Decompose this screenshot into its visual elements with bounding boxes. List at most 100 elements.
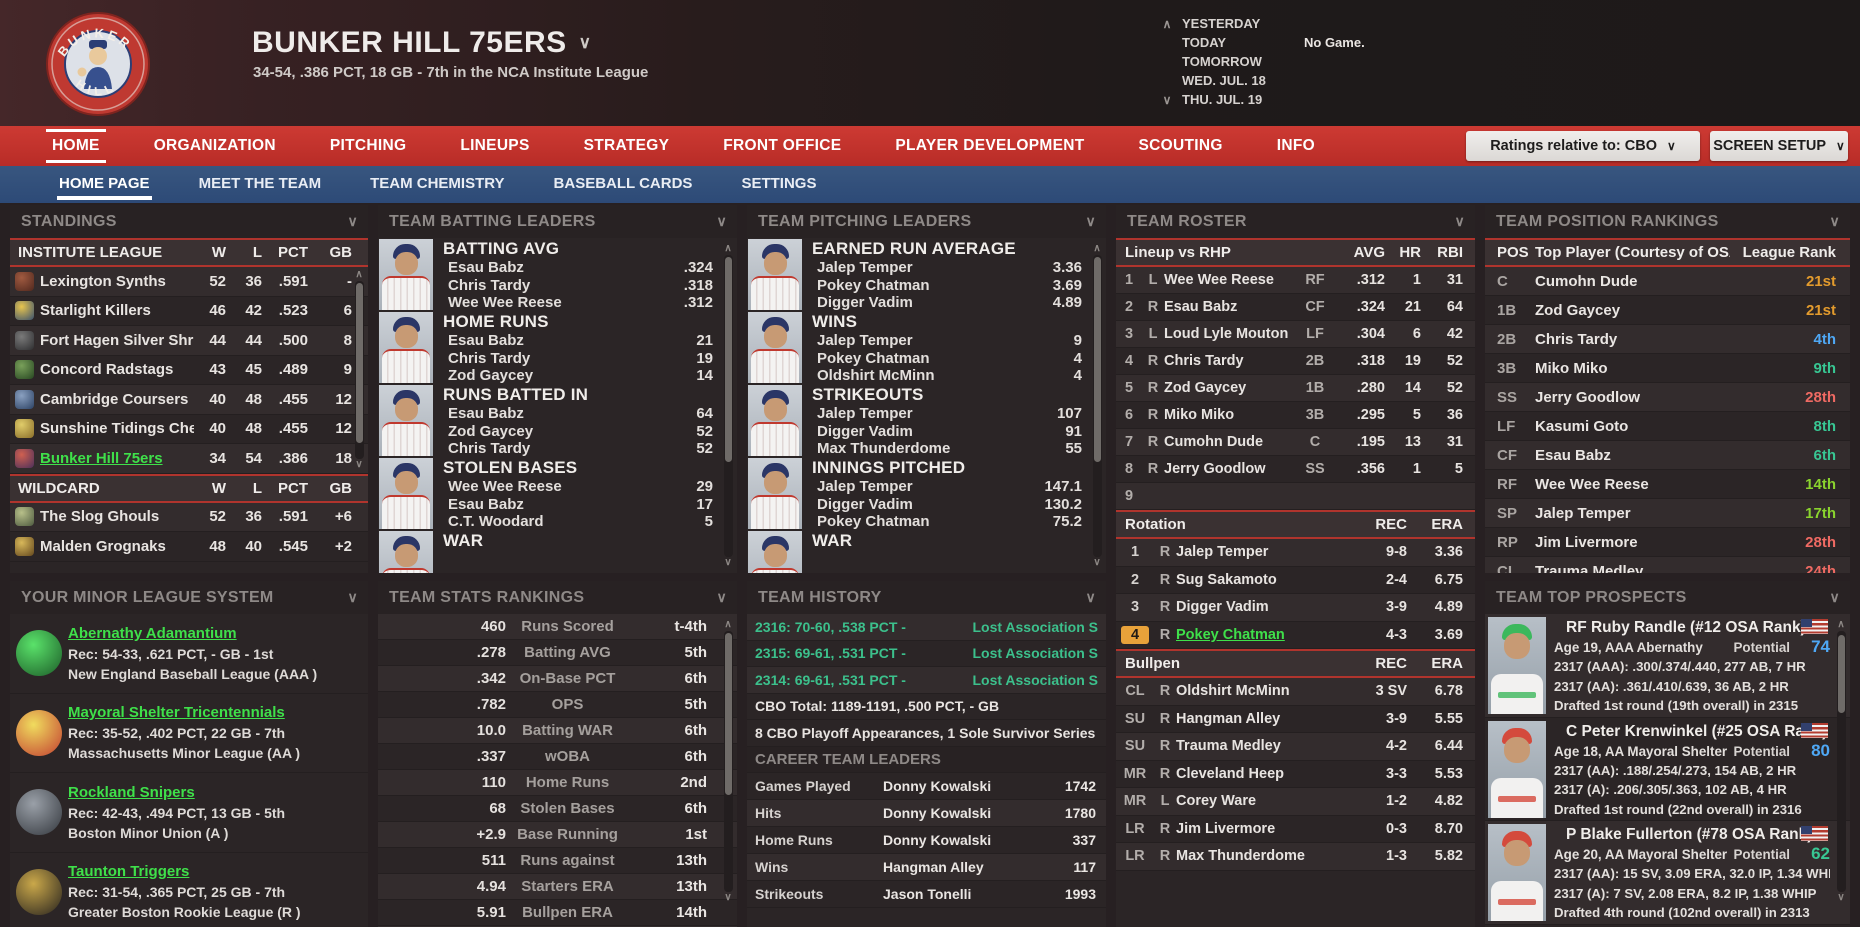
screen-setup-dropdown[interactable]: SCREEN SETUP ∨ xyxy=(1710,131,1848,161)
player-link[interactable]: Oldshirt McMinn xyxy=(1176,683,1290,700)
player-link[interactable]: Pokey Chatman xyxy=(817,349,930,367)
player-link[interactable]: Zod Gaycey xyxy=(448,422,534,440)
player-link[interactable]: Trauma Medley xyxy=(1176,738,1281,755)
player-link[interactable]: Wee Wee Reese xyxy=(448,478,562,495)
scrollbar[interactable]: ∧ ∨ xyxy=(722,619,734,904)
player-link[interactable]: Jerry Goodlow xyxy=(1164,461,1266,477)
prospect-title-link[interactable]: C Peter Krenwinkel (#25 OSA Rank) xyxy=(1566,722,1828,740)
player-link[interactable]: Chris Tardy xyxy=(1164,353,1244,369)
team-name-dropdown[interactable]: BUNKER HILL 75ERS ∨ xyxy=(252,26,591,60)
schedule-down-icon[interactable]: ∨ xyxy=(1162,92,1172,107)
schedule-up-icon[interactable]: ∧ xyxy=(1162,16,1172,31)
player-link[interactable]: Digger Vadim xyxy=(817,294,913,311)
player-link[interactable]: Donny Kowalski xyxy=(883,832,992,848)
subnav-tab[interactable]: BASEBALL CARDS xyxy=(553,175,693,192)
collapse-chevron-icon[interactable]: ∨ xyxy=(347,589,358,605)
player-link[interactable]: Hangman Alley xyxy=(883,859,984,875)
player-link[interactable]: Corey Ware xyxy=(1176,793,1257,810)
prospect-title-link[interactable]: P Blake Fullerton (#78 OSA Rank) xyxy=(1566,826,1813,843)
subnav-tab[interactable]: TEAM CHEMISTRY xyxy=(370,175,505,192)
nav-tab[interactable]: PLAYER DEVELOPMENT xyxy=(895,137,1085,154)
player-link[interactable]: Pokey Chatman xyxy=(817,513,930,530)
scrollbar[interactable]: ∧ ∨ xyxy=(353,269,365,471)
prospect-title-link[interactable]: RF Ruby Randle (#12 OSA Rank) xyxy=(1566,619,1806,636)
player-link[interactable]: Jim Livermore xyxy=(1176,820,1276,837)
minor-team-link[interactable]: Abernathy Adamantium xyxy=(68,624,237,642)
minor-team-link[interactable]: Taunton Triggers xyxy=(68,863,190,881)
scrollbar[interactable]: ∧ ∨ xyxy=(1091,243,1103,569)
subnav-tab[interactable]: HOME PAGE xyxy=(57,169,152,200)
nav-tab[interactable]: STRATEGY xyxy=(583,137,670,154)
player-link[interactable]: Esau Babz xyxy=(448,405,524,422)
team-link[interactable]: Lexington Synths xyxy=(40,272,166,290)
nav-tab[interactable]: SCOUTING xyxy=(1138,137,1223,154)
team-link[interactable]: Sunshine Tidings Chem xyxy=(40,420,194,438)
player-link[interactable]: Pokey Chatman xyxy=(1176,626,1285,643)
team-link[interactable]: Malden Grognaks xyxy=(40,537,166,555)
collapse-chevron-icon[interactable]: ∨ xyxy=(347,213,358,229)
team-link[interactable]: Concord Radstags xyxy=(40,361,174,379)
player-link[interactable]: Kasumi Goto xyxy=(1535,417,1629,435)
ratings-relative-dropdown[interactable]: Ratings relative to: CBO ∨ xyxy=(1466,131,1700,161)
player-link[interactable]: Jerry Goodlow xyxy=(1535,388,1641,406)
player-link[interactable]: Cleveland Heep xyxy=(1176,765,1284,782)
player-link[interactable]: Esau Babz xyxy=(448,259,524,276)
collapse-chevron-icon[interactable]: ∨ xyxy=(1085,589,1096,605)
player-link[interactable]: Zod Gaycey xyxy=(1535,301,1621,319)
player-link[interactable]: Pokey Chatman xyxy=(817,276,930,294)
player-link[interactable]: Esau Babz xyxy=(448,495,524,513)
team-link[interactable]: Starlight Killers xyxy=(40,302,151,320)
player-link[interactable]: Hangman Alley xyxy=(1176,710,1281,727)
player-link[interactable]: Jim Livermore xyxy=(1535,533,1638,551)
player-link[interactable]: Esau Babz xyxy=(1164,299,1238,315)
team-link[interactable]: Fort Hagen Silver Shrou xyxy=(40,331,194,349)
player-link[interactable]: Max Thunderdome xyxy=(1176,848,1305,865)
player-link[interactable]: Wee Wee Reese xyxy=(1535,475,1649,493)
player-link[interactable]: Jason Tonelli xyxy=(883,886,972,902)
player-link[interactable]: Esau Babz xyxy=(448,332,524,349)
collapse-chevron-icon[interactable]: ∨ xyxy=(1085,213,1096,229)
nav-tab[interactable]: ORGANIZATION xyxy=(153,137,276,154)
collapse-chevron-icon[interactable]: ∨ xyxy=(1454,213,1465,229)
player-link[interactable]: Oldshirt McMinn xyxy=(817,367,935,384)
player-link[interactable]: Loud Lyle Mouton xyxy=(1164,326,1289,342)
player-link[interactable]: Digger Vadim xyxy=(817,495,913,513)
player-link[interactable]: Cumohn Dude xyxy=(1535,272,1638,290)
scrollbar[interactable]: ∧ ∨ xyxy=(1835,619,1847,904)
nav-tab[interactable]: INFO xyxy=(1276,137,1315,154)
collapse-chevron-icon[interactable]: ∨ xyxy=(1829,589,1840,605)
player-link[interactable]: Esau Babz xyxy=(1535,446,1611,464)
player-link[interactable]: Chris Tardy xyxy=(1535,330,1618,348)
player-link[interactable]: Digger Vadim xyxy=(1176,599,1269,616)
player-link[interactable]: Cumohn Dude xyxy=(1164,434,1264,450)
player-link[interactable]: Max Thunderdome xyxy=(817,440,951,457)
player-link[interactable]: Jalep Temper xyxy=(817,332,913,349)
player-link[interactable]: Jalep Temper xyxy=(817,405,913,422)
collapse-chevron-icon[interactable]: ∨ xyxy=(1829,213,1840,229)
team-link[interactable]: The Slog Ghouls xyxy=(40,508,160,526)
player-link[interactable]: C.T. Woodard xyxy=(448,513,544,530)
player-link[interactable]: Zod Gaycey xyxy=(448,367,534,384)
player-link[interactable]: Miko Miko xyxy=(1164,407,1235,423)
nav-tab[interactable]: FRONT OFFICE xyxy=(723,137,842,154)
minor-team-link[interactable]: Rockland Snipers xyxy=(68,783,195,801)
subnav-tab[interactable]: MEET THE TEAM xyxy=(198,175,322,192)
nav-tab[interactable]: LINEUPS xyxy=(460,137,530,154)
minor-team-link[interactable]: Mayoral Shelter Tricentennials xyxy=(68,704,285,722)
team-link[interactable]: Bunker Hill 75ers xyxy=(40,449,163,467)
player-link[interactable]: Jalep Temper xyxy=(1535,504,1631,522)
player-link[interactable]: Trauma Medley xyxy=(1535,562,1644,574)
player-link[interactable]: Wee Wee Reese xyxy=(1164,272,1274,288)
subnav-tab[interactable]: SETTINGS xyxy=(741,175,817,192)
nav-tab[interactable]: PITCHING xyxy=(329,137,407,154)
player-link[interactable]: Sug Sakamoto xyxy=(1176,571,1277,588)
player-link[interactable]: Miko Miko xyxy=(1535,359,1608,377)
collapse-chevron-icon[interactable]: ∨ xyxy=(716,589,727,605)
player-link[interactable]: Zod Gaycey xyxy=(1164,380,1247,396)
collapse-chevron-icon[interactable]: ∨ xyxy=(716,213,727,229)
player-link[interactable]: Chris Tardy xyxy=(448,276,531,294)
player-link[interactable]: Chris Tardy xyxy=(448,440,531,457)
player-link[interactable]: Jalep Temper xyxy=(817,478,913,495)
player-link[interactable]: Donny Kowalski xyxy=(883,778,992,794)
player-link[interactable]: Jalep Temper xyxy=(1176,544,1269,561)
